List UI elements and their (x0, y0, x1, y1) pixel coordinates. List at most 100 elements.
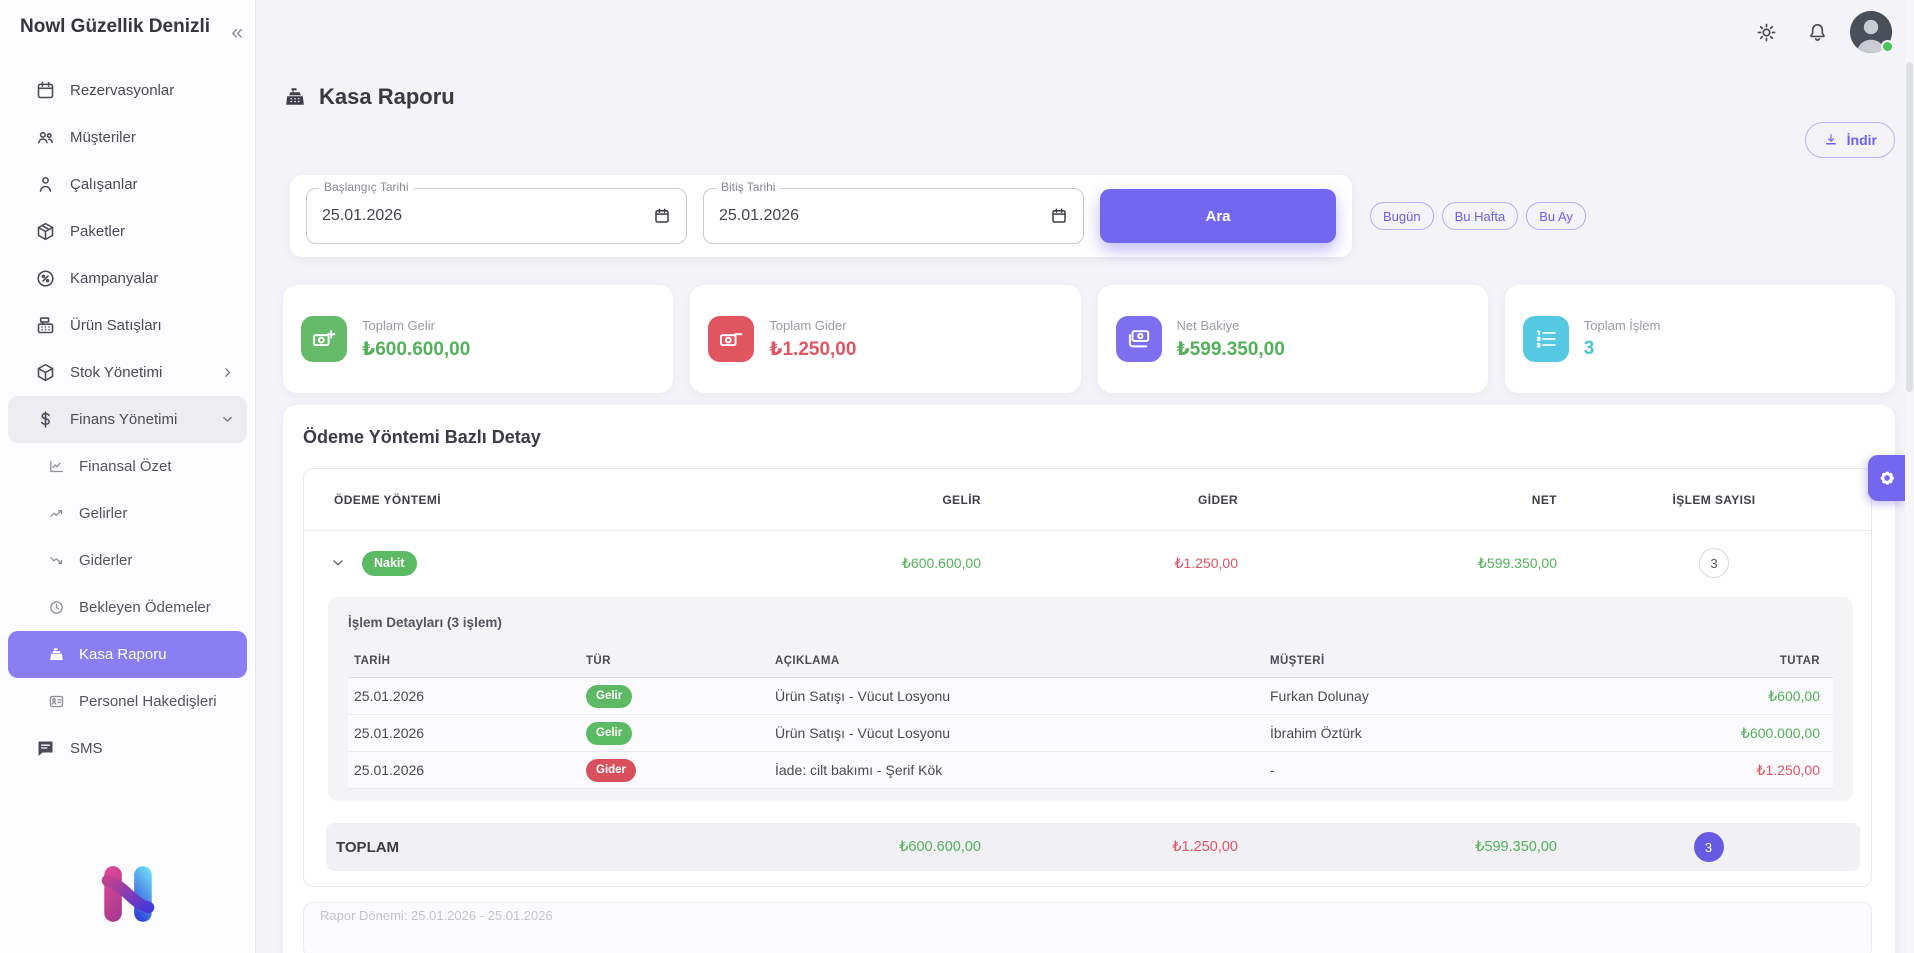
page-scrollbar-track (1905, 0, 1914, 953)
sidebar-item-musteriler[interactable]: Müşteriler (8, 114, 247, 161)
sidebar: Nowl Güzellik Denizli « Rezervasyonlar M… (0, 0, 256, 953)
sidebar-item-sms[interactable]: SMS (8, 725, 247, 772)
chevron-down-icon (333, 560, 343, 566)
cell-amount: ₺1.250,00 (1756, 761, 1820, 778)
clock-icon (50, 601, 63, 614)
sidebar-item-paketler[interactable]: Paketler (8, 208, 247, 255)
cell-amount: ₺600,00 (1768, 687, 1820, 704)
cash-minus-icon (708, 316, 755, 362)
summary-card-total-transactions: Toplam İşlem 3 (1504, 285, 1895, 393)
quick-filter-this-month[interactable]: Bu Ay (1526, 202, 1586, 230)
table-row: 25.01.2026 Gider İade: cilt bakımı - Şer… (348, 752, 1833, 789)
cash-register-icon (285, 87, 305, 106)
customers-icon (37, 131, 54, 144)
sidebar-item-label: Giderler (79, 552, 133, 569)
sidebar-item-bekleyen-odemeler[interactable]: Bekleyen Ödemeler (8, 584, 247, 631)
sidebar-item-kasa-raporu[interactable]: Kasa Raporu (8, 631, 247, 678)
page-title-row: Kasa Raporu (283, 84, 1895, 110)
user-avatar[interactable] (1850, 11, 1894, 53)
type-badge-gelir: Gelir (586, 721, 633, 745)
sidebar-item-label: Personel Hakedişleri (79, 693, 217, 710)
sidebar-item-label: Bekleyen Ödemeler (79, 599, 211, 616)
summary-card-net-balance: Net Bakiye ₺599.350,00 (1097, 285, 1488, 393)
card-label: Toplam İşlem (1583, 318, 1661, 333)
sidebar-item-calisanlar[interactable]: Çalışanlar (8, 161, 247, 208)
sidebar-item-label: Rezervasyonlar (70, 82, 175, 99)
sidebar-collapse-button[interactable]: « (231, 21, 243, 44)
campaign-icon (37, 270, 54, 287)
sidebar-item-label: SMS (70, 740, 103, 757)
sidebar-item-personel-hakedisleri[interactable]: Personel Hakedişleri (8, 678, 247, 725)
settings-fab[interactable] (1868, 455, 1906, 501)
end-date-input[interactable]: Bitiş Tarihi 25.01.2026 (703, 180, 1084, 244)
calendar-picker-icon[interactable] (653, 207, 671, 225)
package-icon (37, 222, 54, 241)
card-value: ₺600.600,00 (362, 338, 471, 360)
col-gelir: GELİR (942, 492, 981, 507)
col-aciklama: AÇIKLAMA (775, 654, 840, 667)
sidebar-item-finans-yonetimi[interactable]: Finans Yönetimi (8, 396, 247, 443)
col-musteri: MÜŞTERİ (1270, 654, 1325, 667)
col-net: NET (1531, 492, 1557, 507)
start-date-input[interactable]: Başlangıç Tarihi 25.01.2026 (306, 180, 687, 244)
employee-icon (39, 176, 52, 192)
page-scrollbar-thumb[interactable] (1906, 62, 1913, 392)
sidebar-item-gelirler[interactable]: Gelirler (8, 490, 247, 537)
sidebar-item-label: Stok Yönetimi (70, 364, 163, 381)
row-net: ₺599.350,00 (1478, 554, 1557, 571)
sidebar-item-label: Kampanyalar (70, 270, 159, 287)
sidebar-item-urun-satislari[interactable]: Ürün Satışları (8, 302, 247, 349)
search-button[interactable]: Ara (1100, 189, 1336, 243)
cell-customer: Furkan Dolunay (1270, 688, 1369, 704)
col-tur: TÜR (586, 654, 611, 667)
id-card-icon (49, 695, 64, 708)
total-row: TOPLAM ₺600.600,00 ₺1.250,00 ₺599.350,00… (326, 823, 1860, 871)
trend-up-icon (50, 510, 63, 517)
cell-customer: İbrahim Öztürk (1270, 725, 1362, 741)
chat-icon (37, 740, 54, 757)
start-date-label: Başlangıç Tarihi (319, 180, 414, 194)
payment-row-nakit: Nakit ₺600.600,00 ₺1.250,00 ₺599.350,00 … (304, 531, 1871, 595)
row-gider: ₺1.250,00 (1174, 554, 1238, 571)
chevron-right-icon (225, 368, 230, 377)
col-tutar: TUTAR (1779, 654, 1820, 667)
card-label: Net Bakiye (1176, 317, 1240, 333)
page-title: Kasa Raporu (319, 84, 455, 109)
chevron-down-icon (223, 417, 232, 422)
section-title: Ödeme Yöntemi Bazlı Detay (303, 427, 541, 447)
end-date-value: 25.01.2026 (719, 207, 800, 224)
payment-detail-section: Ödeme Yöntemi Bazlı Detay ÖDEME YÖNTEMİ … (283, 405, 1895, 953)
card-label: Toplam Gider (769, 317, 847, 333)
table-row: 25.01.2026 Gelir Ürün Satışı - Vücut Los… (348, 678, 1833, 715)
summary-card-total-income: Toplam Gelir ₺600.600,00 (283, 285, 674, 393)
cell-description: İade: cilt bakımı - Şerif Kök (775, 762, 943, 778)
sidebar-item-rezervasyonlar[interactable]: Rezervasyonlar (8, 67, 247, 114)
partial-text: Rapor Dönemi: 25.01.2026 - 25.01.2026 (320, 908, 553, 923)
sidebar-item-stok-yonetimi[interactable]: Stok Yönetimi (8, 349, 247, 396)
total-label: TOPLAM (336, 838, 400, 856)
sidebar-item-giderler[interactable]: Giderler (8, 537, 247, 584)
cell-customer: - (1270, 762, 1275, 778)
notifications-button[interactable] (1799, 14, 1835, 50)
cell-description: Ürün Satışı - Vücut Losyonu (775, 725, 951, 741)
theme-toggle-button[interactable] (1748, 14, 1784, 50)
col-tarih: TARİH (354, 654, 391, 667)
col-islem-sayisi: İŞLEM SAYISI (1672, 492, 1756, 507)
card-label: Toplam Gelir (362, 317, 435, 333)
sidebar-item-kampanyalar[interactable]: Kampanyalar (8, 255, 247, 302)
filter-card: Başlangıç Tarihi 25.01.2026 Bitiş Tarihi… (290, 175, 1352, 257)
row-expand-button[interactable] (328, 553, 348, 573)
download-button[interactable]: İndir (1804, 122, 1895, 158)
main-area: Kasa Raporu İndir Başlangıç Tarihi 25.01… (256, 0, 1914, 953)
cell-date: 25.01.2026 (354, 725, 425, 741)
end-date-label: Bitiş Tarihi (716, 180, 781, 194)
sidebar-item-finansal-ozet[interactable]: Finansal Özet (8, 443, 247, 490)
calendar-picker-icon[interactable] (1050, 207, 1068, 225)
quick-filter-this-week[interactable]: Bu Hafta (1441, 202, 1519, 230)
quick-filter-today[interactable]: Bugün (1370, 202, 1434, 230)
filter-row: Başlangıç Tarihi 25.01.2026 Bitiş Tarihi… (283, 175, 1895, 257)
total-count-badge: 3 (1693, 832, 1724, 862)
app-title: Nowl Güzellik Denizli (20, 16, 211, 37)
pos-icon (37, 317, 54, 334)
type-badge-gelir: Gelir (586, 684, 633, 708)
